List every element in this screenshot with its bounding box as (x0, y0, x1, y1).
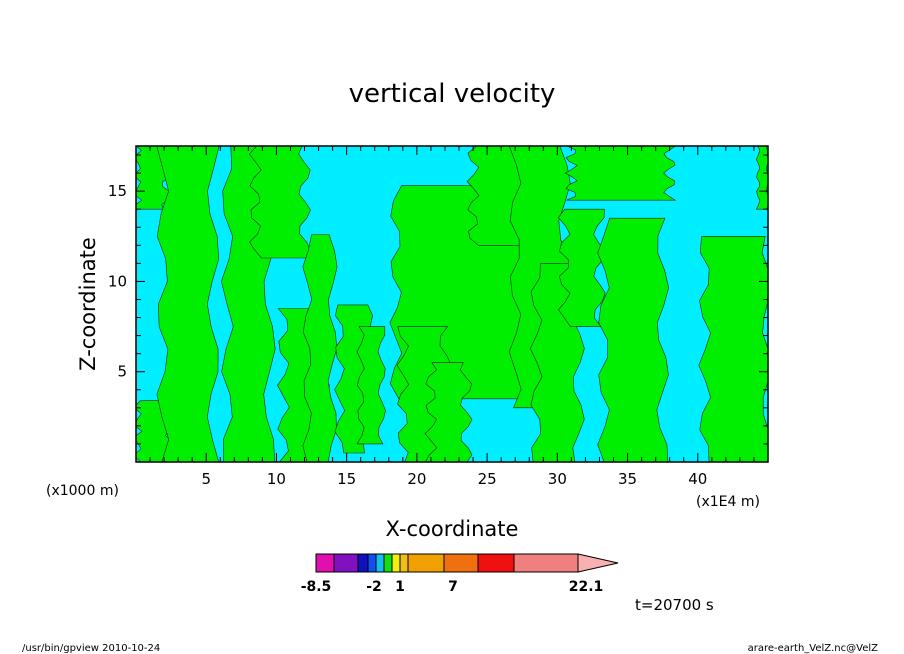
colorbar-segment (477, 553, 515, 573)
colorbar-arrow (577, 553, 619, 573)
x-tick-label: 25 (478, 470, 497, 488)
positive-field-region (698, 236, 769, 463)
y-axis-ticks: 5 10 15 (108, 154, 768, 445)
positive-field-regions (135, 145, 769, 463)
colorbar-segment (333, 553, 359, 573)
x-tick-label: 5 (201, 470, 211, 488)
positive-field-region (356, 326, 386, 445)
colorbar-segment (367, 553, 377, 573)
x-tick-label: 40 (688, 470, 707, 488)
x-axis-label: X-coordinate (386, 517, 519, 541)
time-label: t=20700 s (635, 596, 714, 614)
y-axis-label: Z-coordinate (76, 237, 100, 371)
positive-field-region (597, 217, 669, 463)
x-tick-label: 35 (618, 470, 637, 488)
positive-field-region (564, 145, 677, 201)
colorbar-label: -2 (366, 579, 382, 595)
colorbar-segment (315, 553, 335, 573)
colorbar-segment (407, 553, 445, 573)
colorbar-segment (443, 553, 479, 573)
x-tick-label: 15 (337, 470, 356, 488)
chart-title: vertical velocity (349, 79, 556, 109)
y-tick-label: 5 (117, 363, 127, 381)
colorbar-label: -8.5 (301, 579, 332, 595)
colorbar-label: 7 (448, 579, 458, 595)
x-tick-label: 30 (548, 470, 567, 488)
colorbar-label: 1 (395, 579, 405, 595)
y-tick-label: 10 (108, 272, 127, 290)
x-unit-left: (x1000 m) (46, 483, 119, 499)
colorbar-segment (357, 553, 369, 573)
x-tick-label: 10 (267, 470, 286, 488)
x-axis-ticks: 5 10 15 20 25 30 35 40 (149, 146, 755, 488)
footer-left: /usr/bin/gpview 2010-10-24 (22, 643, 160, 654)
x-tick-label: 20 (407, 470, 426, 488)
y-tick-label: 15 (108, 182, 127, 200)
plot-area: 5 10 15 20 25 30 35 40 5 10 15 (108, 145, 769, 488)
colorbar-segment (391, 553, 401, 573)
colorbar-segment (399, 553, 409, 573)
x-unit-right: (x1E4 m) (696, 494, 760, 510)
plot-frame (135, 145, 769, 463)
colorbar-segment (383, 553, 393, 573)
colorbar-label: 22.1 (569, 579, 604, 595)
colorbar-segment (513, 553, 579, 573)
colorbar: -8.5 -2 1 7 22.1 (301, 553, 619, 595)
footer-right: arare-earth_VelZ.nc@VelZ (748, 643, 879, 654)
colorbar-segment (375, 553, 385, 573)
